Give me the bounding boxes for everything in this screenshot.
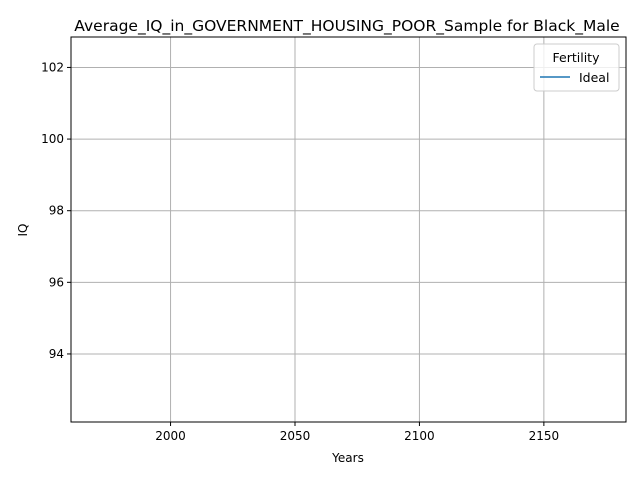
chart-title: Average_IQ_in_GOVERNMENT_HOUSING_POOR_Sa… [74,17,619,36]
x-axis-label: Years [331,451,364,465]
legend: Fertility Ideal [533,43,620,92]
legend-label-ideal: Ideal [579,70,609,85]
y-tick-label: 100 [41,132,64,146]
legend-frame [533,43,620,92]
plot-area-frame [70,36,627,423]
y-axis-label: IQ [16,224,30,237]
x-tick-label: 2100 [404,429,435,443]
y-tick-label: 96 [49,275,64,289]
y-axis-ticks: 94 96 98 100 102 [41,60,71,361]
x-tick-label: 2000 [155,429,186,443]
legend-title: Fertility [553,50,601,65]
x-tick-label: 2050 [280,429,311,443]
x-tick-label: 2150 [529,429,560,443]
y-tick-label: 98 [49,204,64,218]
x-gridlines [170,37,545,422]
y-tick-label: 94 [49,347,64,361]
y-gridlines [71,66,626,355]
x-axis-ticks: 2000 2050 2100 2150 [155,422,559,443]
y-tick-label: 102 [41,60,64,74]
